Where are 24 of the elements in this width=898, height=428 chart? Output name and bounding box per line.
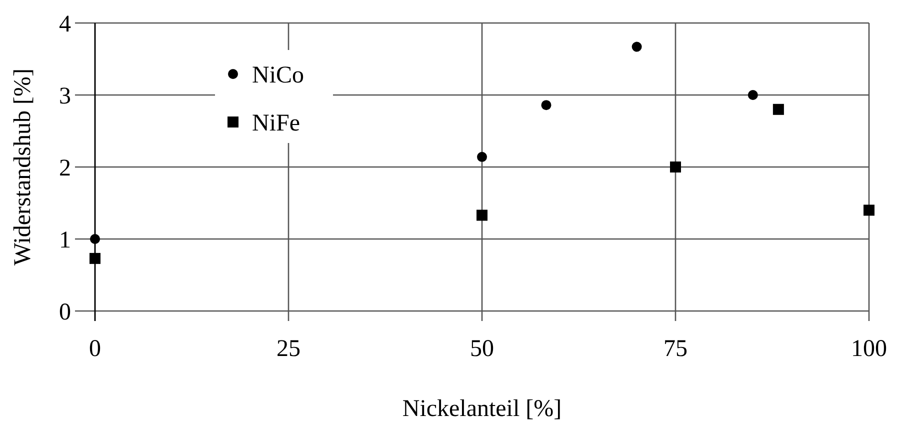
y-tick-label: 0 bbox=[59, 299, 71, 326]
point bbox=[541, 100, 552, 110]
point bbox=[864, 204, 874, 216]
point bbox=[670, 162, 681, 172]
point bbox=[90, 234, 100, 244]
y-tick-label: 3 bbox=[59, 83, 71, 110]
y-tick-label: 4 bbox=[59, 11, 71, 38]
point bbox=[748, 90, 758, 100]
point bbox=[772, 104, 784, 115]
x-tick-label: 0 bbox=[89, 336, 101, 362]
y-tick-label: 1 bbox=[59, 227, 71, 254]
point bbox=[477, 152, 487, 162]
legend-label: NiCo bbox=[252, 62, 304, 88]
point bbox=[632, 42, 642, 52]
x-tick-label: 50 bbox=[470, 336, 494, 362]
x-tick-label: 25 bbox=[276, 336, 300, 362]
x-tick-label: 100 bbox=[851, 336, 887, 362]
x-tick-label: 75 bbox=[664, 336, 688, 362]
y-tick-label: 2 bbox=[59, 155, 71, 182]
point bbox=[476, 210, 488, 221]
point bbox=[90, 252, 100, 264]
y-axis-title: Widerstandshub [%] bbox=[10, 68, 36, 266]
x-axis-title: Nickelanteil [%] bbox=[402, 396, 562, 422]
legend-label: NiFe bbox=[252, 110, 300, 136]
